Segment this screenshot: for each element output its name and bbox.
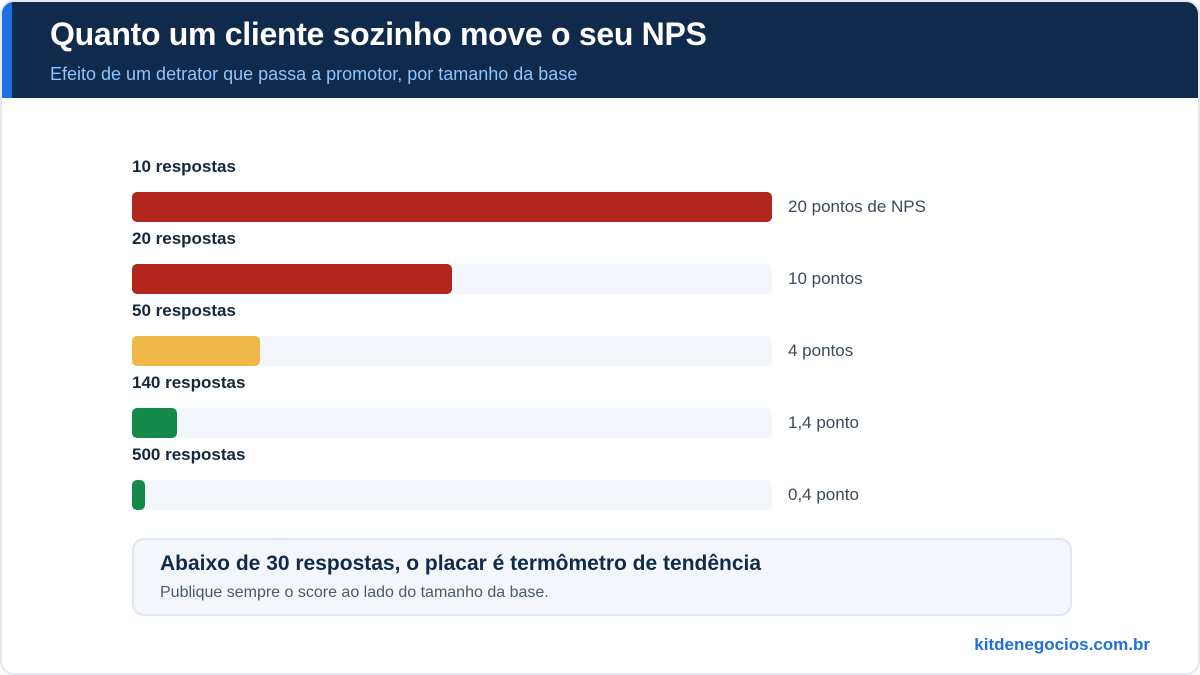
bar [132, 408, 177, 438]
category-label: 500 respostas [132, 445, 246, 464]
value-label: 0,4 ponto [788, 485, 859, 504]
header: Quanto um cliente sozinho move o seu NPS… [2, 2, 1198, 98]
bar [132, 192, 772, 222]
value-label: 4 pontos [788, 341, 854, 360]
callout-title: Abaixo de 30 respostas, o placar é termô… [160, 552, 762, 575]
callout-text: Publique sempre o score ao lado do taman… [160, 584, 549, 601]
category-label: 50 respostas [132, 301, 236, 320]
bar-chart: 10 respostas 20 pontos de NPS 20 respostas… [2, 2, 1198, 532]
category-label: 140 respostas [132, 373, 246, 392]
bar [132, 336, 260, 366]
header-accent-stripe [2, 2, 12, 98]
category-label: 10 respostas [132, 157, 236, 176]
value-label: 20 pontos de NPS [788, 197, 926, 216]
bar [132, 480, 145, 510]
page-title: Quanto um cliente sozinho move o seu NPS [50, 16, 707, 52]
callout-note: Abaixo de 30 respostas, o placar é termô… [132, 538, 1072, 616]
bar-track [132, 480, 772, 510]
category-label: 20 respostas [132, 229, 236, 248]
bar [132, 264, 452, 294]
value-label: 10 pontos [788, 269, 863, 288]
brand-footer: kitdenegocios.com.br [974, 635, 1150, 654]
bar-track [132, 408, 772, 438]
value-label: 1,4 ponto [788, 413, 859, 432]
page-subtitle: Efeito de um detrator que passa a promot… [50, 64, 578, 84]
